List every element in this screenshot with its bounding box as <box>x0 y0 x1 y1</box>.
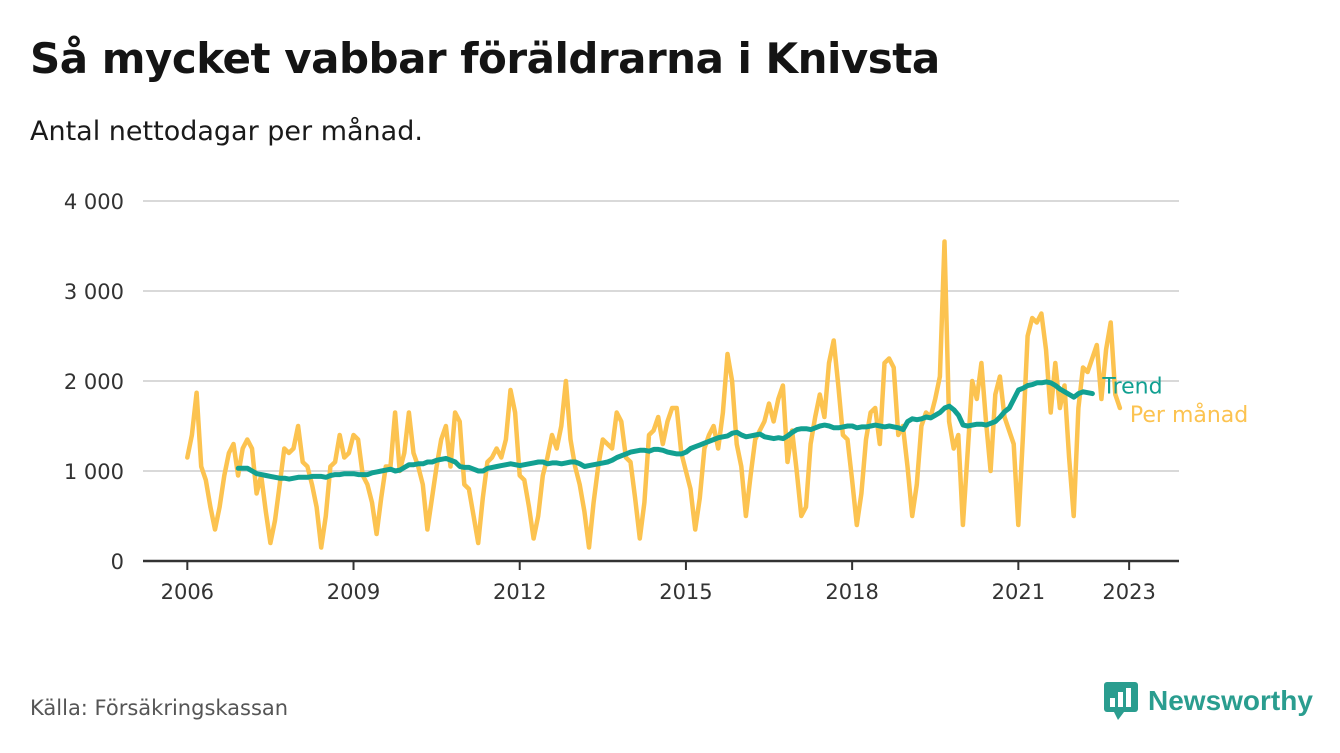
x-tick-label: 2018 <box>825 580 878 604</box>
series-layer <box>185 239 1123 550</box>
grid-layer <box>143 200 1179 472</box>
x-tick-label: 2006 <box>161 580 214 604</box>
brand-name: Newsworthy <box>1148 685 1313 716</box>
x-tick-label: 2023 <box>1102 580 1155 604</box>
y-tick-label: 0 <box>111 550 124 574</box>
x-tick-label: 2021 <box>992 580 1045 604</box>
source-note: Källa: Försäkringskassan <box>30 696 289 720</box>
y-axis: 0 1 000 2 000 3 000 4 000 <box>64 190 124 574</box>
series-line-trend <box>235 379 1095 482</box>
x-tick-label: 2015 <box>659 580 712 604</box>
y-tick-label: 4 000 <box>64 190 124 214</box>
x-tick-label: 2009 <box>327 580 380 604</box>
legend-label-trend: Trend <box>1101 375 1162 400</box>
brand-logo[interactable]: Newsworthy <box>1104 682 1313 720</box>
y-tick-label: 3 000 <box>64 280 124 304</box>
legend-label-monthly: Per månad <box>1130 402 1248 428</box>
y-tick-label: 2 000 <box>64 370 124 394</box>
chart-title: Så mycket vabbar föräldrarna i Knivsta <box>30 34 940 83</box>
x-tick-label: 2012 <box>493 580 546 604</box>
series-line-monthly <box>185 239 1123 550</box>
x-axis: 2006 2009 2012 2015 2018 2021 2023 <box>143 559 1179 604</box>
newsworthy-icon <box>1104 682 1138 720</box>
chart-subtitle: Antal nettodagar per månad. <box>30 116 423 147</box>
y-tick-label: 1 000 <box>64 460 124 484</box>
